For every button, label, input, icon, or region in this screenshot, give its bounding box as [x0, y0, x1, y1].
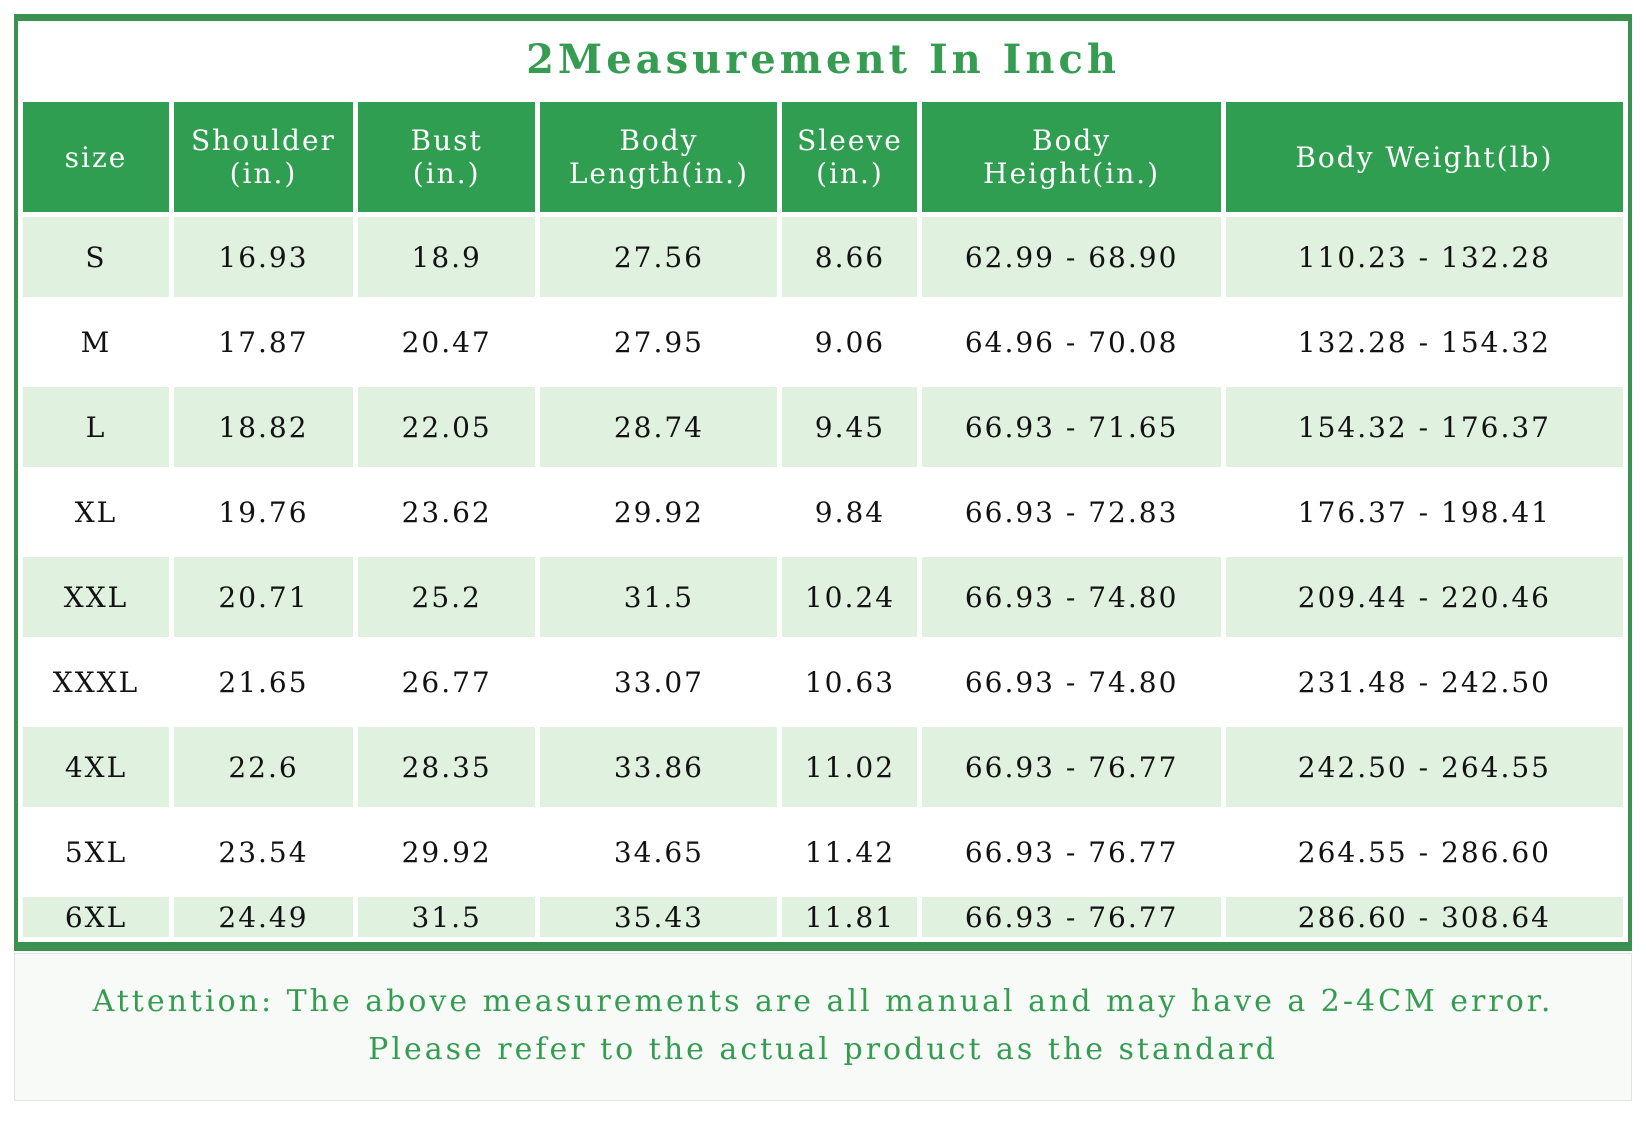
data-cell-2: 31.5 — [540, 557, 778, 637]
attention-line-1: Attention: The above measurements are al… — [92, 984, 1554, 1019]
data-cell-3: 10.24 — [782, 557, 918, 637]
data-cell-0: 20.71 — [174, 557, 353, 637]
size-cell: M — [80, 325, 112, 359]
size-chart-frame: 2Measurement In Inch size Shoulder (in.) B… — [14, 14, 1632, 951]
data-cell-3: 9.06 — [814, 325, 886, 359]
table-row-XXL: XXL 20.71 25.2 31.5 10.24 66.93 - 74.80 209.44… — [23, 557, 1623, 637]
data-cell-1: 26.77 — [401, 665, 492, 699]
header-cell-1: Shoulder (in.) — [174, 102, 353, 212]
data-cell-5: 231.48 - 242.50 — [1297, 665, 1551, 699]
table-row-M: M 17.87 20.47 27.95 9.06 64.96 - 70.08 132.28 … — [23, 302, 1623, 382]
data-cell-4: 66.93 - 74.80 — [964, 665, 1179, 699]
header-cell-4: Sleeve (in.) — [782, 102, 918, 212]
page-title: 2Measurement In Inch — [526, 35, 1120, 83]
data-cell-0: 16.93 — [174, 217, 353, 297]
table-body: S 16.93 18.9 27.56 8.66 62.99 - 68.90 110.23 -… — [23, 217, 1623, 937]
data-cell-1: 31.5 — [357, 897, 536, 937]
size-cell: L — [23, 387, 169, 467]
data-cell-0: 17.87 — [218, 325, 309, 359]
attention-note: Attention: The above measurements are al… — [14, 953, 1632, 1101]
attention-line-2: Please refer to the actual product as th… — [368, 1032, 1278, 1067]
data-cell-2: 33.07 — [613, 665, 704, 699]
data-cell-2: 33.86 — [540, 727, 778, 807]
data-cell-4: 66.93 - 74.80 — [922, 557, 1221, 637]
data-cell-3: 11.42 — [804, 835, 896, 869]
data-cell-2: 27.56 — [540, 217, 778, 297]
table-row-4XL: 4XL 22.6 28.35 33.86 11.02 66.93 - 76.77 242.5… — [23, 727, 1623, 807]
data-cell-4: 66.93 - 76.77 — [922, 727, 1221, 807]
data-cell-5: 286.60 - 308.64 — [1225, 897, 1623, 937]
data-cell-0: 18.82 — [174, 387, 353, 467]
table-row-S: S 16.93 18.9 27.56 8.66 62.99 - 68.90 110.23 -… — [23, 217, 1623, 297]
size-cell: S — [23, 217, 169, 297]
data-cell-4: 62.99 - 68.90 — [922, 217, 1221, 297]
data-cell-1: 29.92 — [401, 835, 492, 869]
data-cell-2: 27.95 — [613, 325, 704, 359]
header-cell-6: Body Weight(lb) — [1225, 102, 1623, 212]
data-cell-1: 25.2 — [357, 557, 536, 637]
data-cell-1: 28.35 — [357, 727, 536, 807]
data-cell-3: 9.84 — [814, 495, 886, 529]
data-cell-2: 29.92 — [613, 495, 704, 529]
table-row-XL: XL 19.76 23.62 29.92 9.84 66.93 - 72.83 176.37… — [23, 472, 1623, 552]
data-cell-5: 154.32 - 176.37 — [1225, 387, 1623, 467]
data-cell-5: 132.28 - 154.32 — [1297, 325, 1551, 359]
data-cell-3: 10.63 — [804, 665, 896, 699]
header-row: size Shoulder (in.) Bust (in.) Body Length(… — [23, 102, 1623, 212]
header-cell-2: Bust (in.) — [357, 102, 536, 212]
data-cell-1: 22.05 — [357, 387, 536, 467]
data-cell-0: 21.65 — [218, 665, 309, 699]
size-cell: XXL — [23, 557, 169, 637]
data-cell-5: 209.44 - 220.46 — [1225, 557, 1623, 637]
table-row-5XL: 5XL 23.54 29.92 34.65 11.42 66.93 - 76.77 264.… — [23, 812, 1623, 892]
data-cell-0: 23.54 — [218, 835, 309, 869]
data-cell-4: 66.93 - 72.83 — [964, 495, 1179, 529]
size-chart-table: size Shoulder (in.) Bust (in.) Body Length(… — [18, 97, 1628, 942]
data-cell-1: 23.62 — [401, 495, 492, 529]
data-cell-1: 18.9 — [357, 217, 536, 297]
header-cell-5: Body Height(in.) — [922, 102, 1221, 212]
data-cell-4: 66.93 - 71.65 — [922, 387, 1221, 467]
header-cell-3: Body Length(in.) — [540, 102, 778, 212]
size-cell: 6XL — [23, 897, 169, 937]
data-cell-5: 264.55 - 286.60 — [1297, 835, 1551, 869]
data-cell-4: 66.93 - 76.77 — [964, 835, 1179, 869]
data-cell-2: 28.74 — [540, 387, 778, 467]
data-cell-3: 11.02 — [782, 727, 918, 807]
title-row: 2Measurement In Inch — [18, 21, 1628, 97]
data-cell-3: 9.45 — [782, 387, 918, 467]
data-cell-5: 242.50 - 264.55 — [1225, 727, 1623, 807]
data-cell-0: 19.76 — [218, 495, 309, 529]
header-cell-0: size — [23, 102, 169, 212]
data-cell-3: 8.66 — [782, 217, 918, 297]
table-row-6XL: 6XL 24.49 31.5 35.43 11.81 66.93 - 76.77 286.6… — [23, 897, 1623, 937]
data-cell-4: 66.93 - 76.77 — [922, 897, 1221, 937]
data-cell-0: 22.6 — [174, 727, 353, 807]
table-row-XXXL: XXXL 21.65 26.77 33.07 10.63 66.93 - 74.80 231… — [23, 642, 1623, 722]
data-cell-2: 35.43 — [540, 897, 778, 937]
table-row-L: L 18.82 22.05 28.74 9.45 66.93 - 71.65 154.32 … — [23, 387, 1623, 467]
size-cell: 4XL — [23, 727, 169, 807]
size-cell: 5XL — [64, 835, 128, 869]
data-cell-0: 24.49 — [174, 897, 353, 937]
data-cell-4: 64.96 - 70.08 — [964, 325, 1179, 359]
data-cell-2: 34.65 — [613, 835, 704, 869]
data-cell-5: 176.37 - 198.41 — [1297, 495, 1551, 529]
data-cell-5: 110.23 - 132.28 — [1225, 217, 1623, 297]
size-cell: XXXL — [52, 665, 140, 699]
data-cell-3: 11.81 — [782, 897, 918, 937]
size-cell: XL — [74, 495, 118, 529]
data-cell-1: 20.47 — [401, 325, 492, 359]
